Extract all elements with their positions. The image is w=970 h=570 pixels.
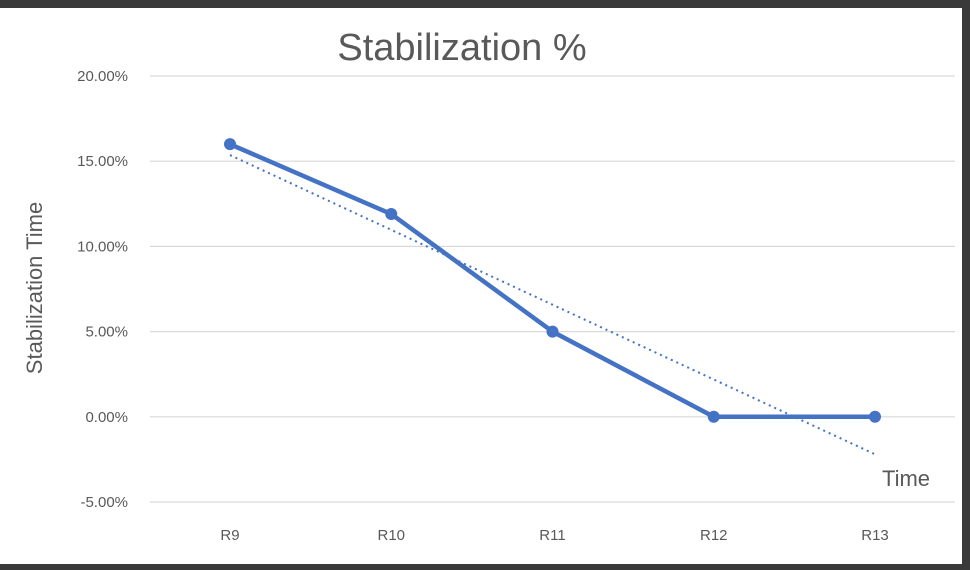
y-tick-label: -5.00% [80,494,128,511]
y-tick-label: 0.00% [85,409,128,426]
chart-title: Stabilization % [337,27,586,69]
x-tick-label: R10 [377,527,405,544]
chart-frame: Stabilization % -5.00% 0.00% 5.00% 10.00% 15… [0,8,962,564]
data-point [869,410,881,423]
y-tick-label: 15.00% [77,153,128,170]
y-tick-label: 10.00% [77,238,128,255]
y-tick-label: 5.00% [85,324,128,341]
series-line [229,142,875,420]
data-point [385,208,398,221]
x-tick-label: R11 [539,527,565,544]
line-chart: Stabilization % -5.00% 0.00% 5.00% 10.00% 15… [22,27,955,544]
x-tick-label: R9 [220,527,239,544]
y-tick-label: 20.00% [77,68,128,85]
data-point [707,410,720,423]
x-tick-label: R13 [861,527,889,544]
data-point [546,325,559,338]
y-axis-title: Stabilization Time [22,202,47,374]
x-axis-title: Time [882,466,930,491]
trendline [229,154,876,456]
x-tick-label: R12 [700,527,728,544]
data-point [224,138,236,151]
